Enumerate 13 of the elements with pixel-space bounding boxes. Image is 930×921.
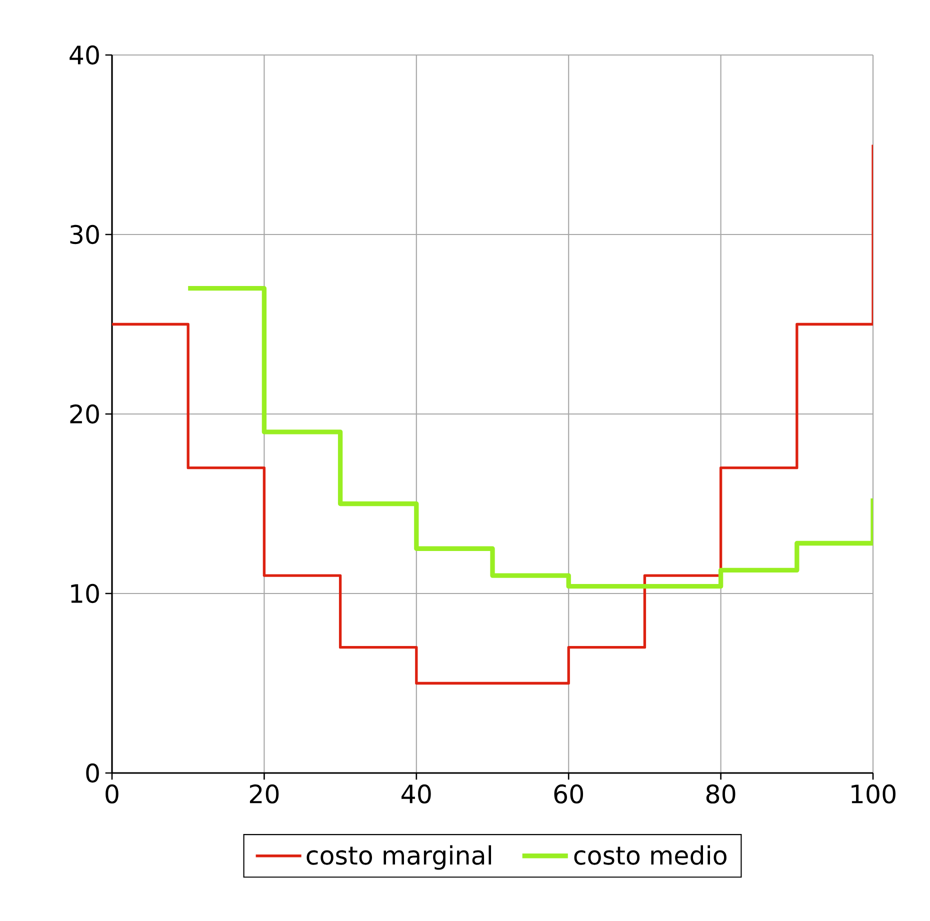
x-tick-label: 80 bbox=[706, 784, 736, 804]
y-tick-label: 0 bbox=[86, 763, 99, 783]
x-tick-label: 20 bbox=[250, 784, 279, 804]
x-tick-label: 100 bbox=[852, 784, 896, 804]
x-tick-label: 40 bbox=[402, 784, 431, 804]
y-tick-label: 20 bbox=[70, 404, 99, 424]
y-tick-label: 10 bbox=[71, 584, 99, 604]
legend-label: costo marginal bbox=[306, 845, 492, 870]
legend-label: costo medio bbox=[574, 845, 726, 865]
x-tick-label: 0 bbox=[106, 784, 118, 804]
y-tick-label: 30 bbox=[70, 224, 99, 244]
x-tick-label: 60 bbox=[554, 784, 584, 804]
y-tick-label: 40 bbox=[70, 45, 99, 65]
